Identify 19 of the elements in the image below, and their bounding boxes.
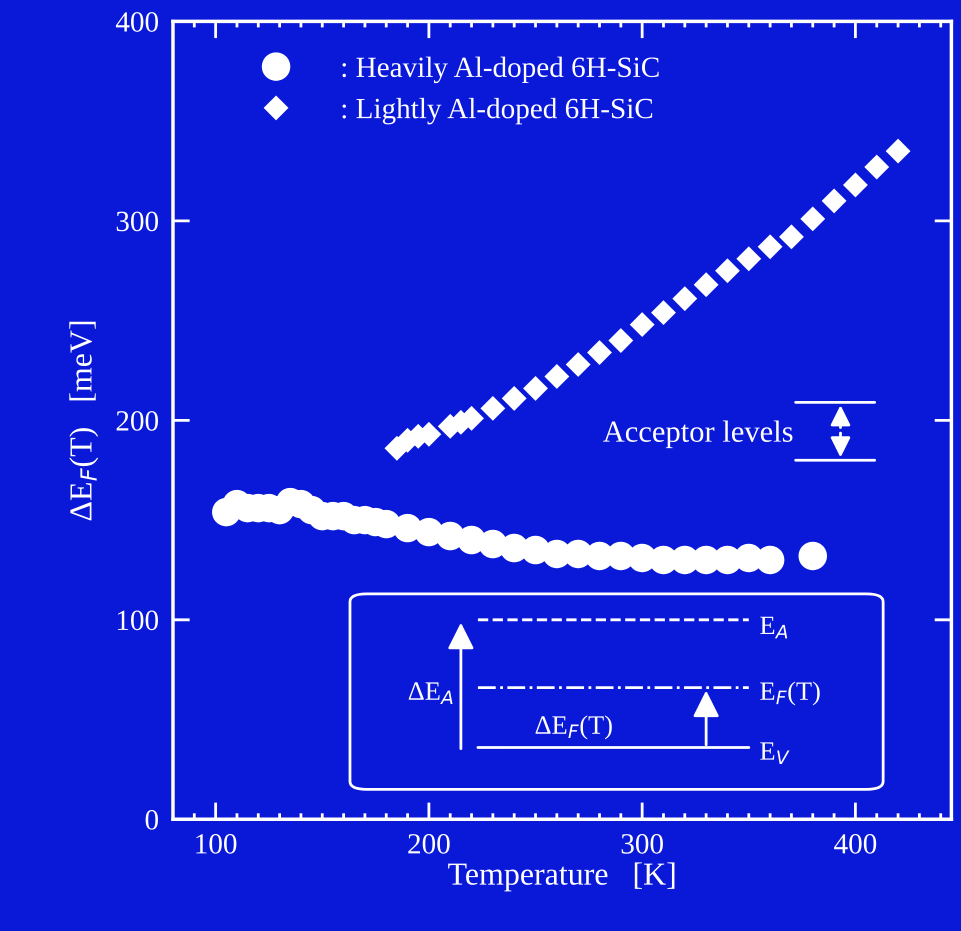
y-tick-label: 400 [116, 12, 158, 32]
y-tick-label: 300 [116, 212, 158, 232]
y-tick-label: 0 [146, 810, 158, 830]
annotation: Acceptor levels [602, 420, 792, 448]
legend-label: : Lightly Al-doped 6H-SiC [342, 98, 652, 124]
x-tick-label: 100 [196, 834, 236, 854]
annotation: ΔE$_{F}$(T) [536, 715, 612, 740]
annotation: E$_{V}$ [760, 742, 790, 764]
x-axis-title: Temperature [K] [448, 862, 674, 892]
y-tick-label: 200 [116, 411, 158, 431]
y-tick-label: 100 [118, 610, 158, 630]
x-tick-label: 300 [622, 834, 663, 854]
annotation: E$_{F}$(T) [760, 681, 820, 706]
legend-label: : Heavily Al-doped 6H-SiC [342, 56, 659, 84]
y-axis-title: ΔE$_{F}$(T) [meV] [69, 322, 98, 520]
annotation: ΔE$_{A}$ [408, 682, 452, 704]
x-tick-label: 200 [408, 834, 450, 854]
x-tick-label: 400 [834, 834, 876, 854]
annotation: E$_{A}$ [760, 616, 788, 638]
